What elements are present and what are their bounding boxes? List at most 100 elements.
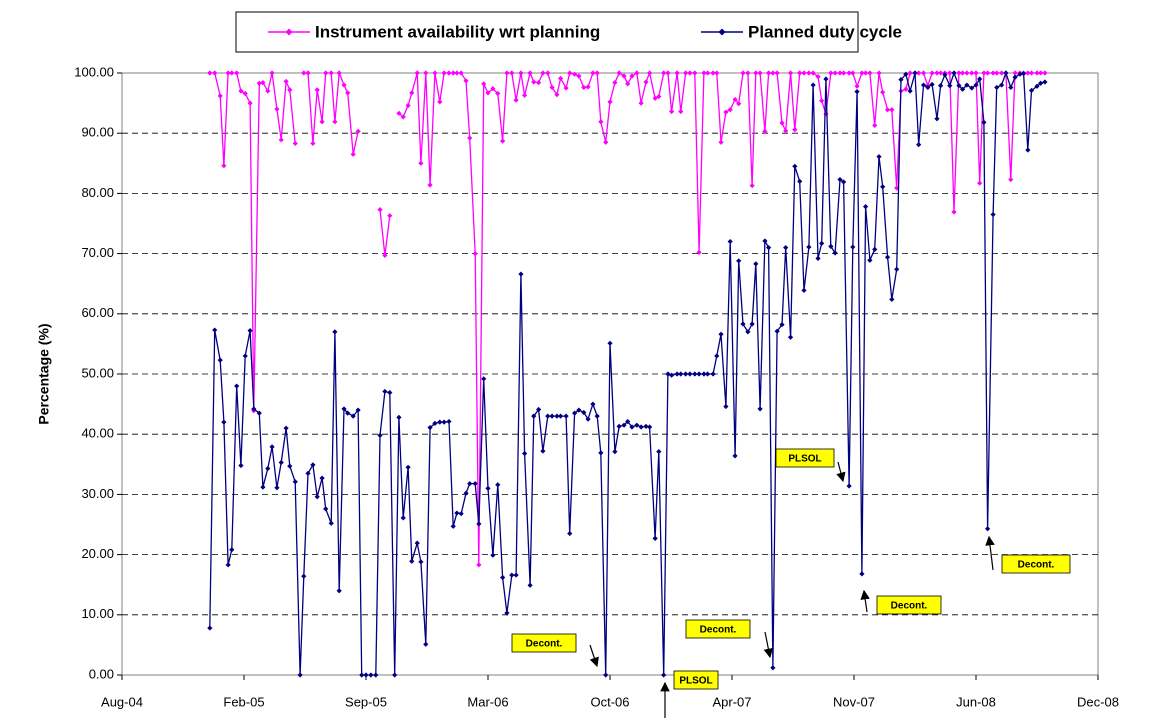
point-marker xyxy=(441,70,447,76)
point-marker xyxy=(696,249,702,255)
point-marker xyxy=(770,665,776,671)
point-marker xyxy=(745,70,751,76)
point-marker xyxy=(920,82,927,88)
point-marker xyxy=(247,100,253,106)
point-marker xyxy=(446,418,452,425)
point-marker xyxy=(854,83,860,89)
point-marker xyxy=(876,154,882,160)
point-marker xyxy=(876,70,882,76)
x-tick-label: Mar-06 xyxy=(467,694,508,709)
point-marker xyxy=(779,322,785,328)
point-marker xyxy=(678,108,684,115)
point-marker xyxy=(656,449,662,455)
point-marker xyxy=(934,116,940,122)
point-marker xyxy=(1028,70,1035,76)
x-tick-label: Nov-07 xyxy=(833,694,875,709)
point-marker xyxy=(260,484,266,490)
point-marker xyxy=(368,672,374,678)
point-marker xyxy=(382,388,388,395)
point-marker xyxy=(377,207,383,213)
point-marker xyxy=(762,128,768,134)
annotation-arrow xyxy=(763,631,774,659)
point-marker xyxy=(450,523,456,529)
point-marker xyxy=(238,88,244,94)
point-marker xyxy=(319,119,325,125)
point-marker xyxy=(823,76,829,82)
point-marker xyxy=(710,70,716,76)
point-marker xyxy=(647,424,653,430)
point-marker xyxy=(951,209,957,215)
point-marker xyxy=(669,372,675,378)
point-marker xyxy=(959,70,966,76)
point-marker xyxy=(549,413,555,419)
point-marker xyxy=(414,540,420,546)
point-marker xyxy=(907,70,913,76)
point-marker xyxy=(454,510,460,516)
point-marker xyxy=(819,240,825,246)
point-marker xyxy=(806,244,812,250)
point-marker xyxy=(423,641,429,647)
point-marker xyxy=(884,254,891,260)
point-marker xyxy=(674,70,680,76)
point-marker xyxy=(314,494,320,500)
point-marker xyxy=(549,84,555,91)
point-marker xyxy=(500,138,506,144)
point-marker xyxy=(1008,176,1014,183)
point-marker xyxy=(292,479,298,485)
point-marker xyxy=(736,101,742,107)
point-marker xyxy=(314,87,320,93)
legend-marker xyxy=(718,28,726,36)
point-marker xyxy=(265,465,271,472)
point-marker xyxy=(903,86,909,92)
point-marker xyxy=(341,406,347,412)
point-marker xyxy=(545,413,551,419)
point-marker xyxy=(522,92,528,98)
point-marker xyxy=(815,74,821,80)
point-marker xyxy=(540,448,546,454)
point-marker xyxy=(1025,147,1031,153)
x-tick-label: Sep-05 xyxy=(345,694,387,709)
point-marker xyxy=(727,107,733,113)
point-marker xyxy=(423,70,429,76)
point-marker xyxy=(509,70,515,76)
annotation-text: Decont. xyxy=(891,601,928,612)
point-marker xyxy=(467,480,473,487)
point-marker xyxy=(504,610,510,616)
point-marker xyxy=(718,139,724,145)
legend-label: Instrument availability wrt planning xyxy=(315,22,600,41)
point-marker xyxy=(647,70,653,76)
point-marker xyxy=(665,70,671,76)
annotation-box xyxy=(876,595,942,615)
point-marker xyxy=(234,70,240,76)
point-marker xyxy=(612,80,618,86)
point-marker xyxy=(207,70,213,76)
point-marker xyxy=(572,71,578,77)
point-marker xyxy=(265,88,271,94)
annotation-arrow xyxy=(589,644,599,668)
point-marker xyxy=(405,102,411,109)
point-marker xyxy=(328,70,334,76)
point-marker xyxy=(427,424,433,431)
point-marker xyxy=(762,238,768,244)
point-marker xyxy=(612,449,618,455)
point-marker xyxy=(934,70,940,76)
point-marker xyxy=(846,70,852,76)
point-marker xyxy=(629,424,635,430)
point-marker xyxy=(701,70,707,76)
point-marker xyxy=(485,90,491,96)
point-marker xyxy=(687,70,693,76)
point-marker xyxy=(1034,83,1040,89)
point-marker xyxy=(305,70,311,76)
y-tick-label: 20.00 xyxy=(81,546,114,561)
point-marker xyxy=(994,84,1000,91)
point-marker xyxy=(947,70,953,76)
legend-label: Planned duty cycle xyxy=(748,22,902,41)
point-marker xyxy=(801,70,807,76)
point-marker xyxy=(625,418,631,425)
point-marker xyxy=(1038,80,1044,86)
point-marker xyxy=(355,407,361,413)
point-marker xyxy=(527,70,533,76)
point-marker xyxy=(696,371,702,377)
point-marker xyxy=(518,271,524,277)
point-marker xyxy=(536,406,542,413)
